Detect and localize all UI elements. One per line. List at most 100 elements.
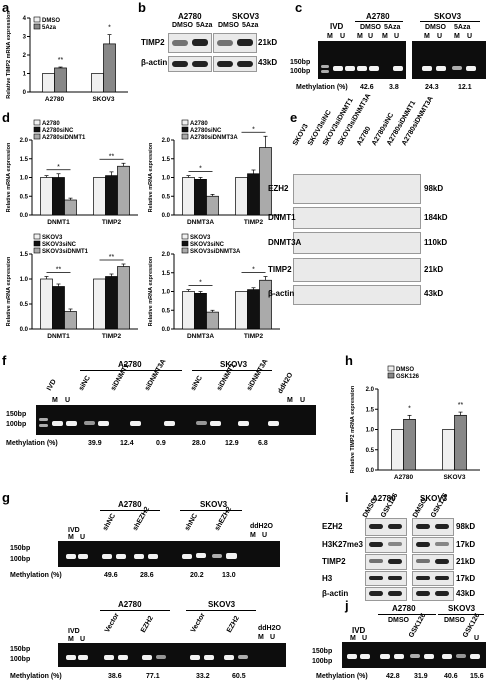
legend-label: A2780: [42, 121, 60, 127]
sig-star: *: [408, 405, 411, 412]
panel-label-f: f: [2, 353, 7, 368]
c-meth-4: 12.1: [458, 84, 472, 91]
f-meth-5: 12.9: [225, 440, 239, 447]
j-bracket-s: [438, 614, 484, 615]
y-tick-label: 2.0: [162, 138, 171, 144]
f-mu-4: U: [300, 397, 306, 404]
y-tick-label: 0.5: [20, 302, 29, 308]
bar: [64, 199, 77, 216]
g-bot-lane-5: EZH2: [225, 614, 241, 634]
sig-star: *: [252, 267, 255, 274]
g-top-ladder-100: 100bp: [10, 556, 31, 563]
i-row-4: H3: [322, 574, 333, 583]
j-meth-3: 40.6: [444, 673, 458, 680]
sig-star: **: [109, 254, 115, 261]
i-blot-h3-s: [412, 571, 454, 586]
g-top-ladder-150: 150bp: [10, 545, 31, 552]
i-row-5: β-actin: [322, 589, 349, 598]
y-tick-label: 2.0: [162, 252, 171, 258]
legend-label: DMSO: [396, 367, 414, 373]
b-row-actin: β-actin: [141, 58, 168, 67]
f-bracket-a2780: [80, 370, 182, 371]
chart-d1: 0.0 0.5 1.0 1.5 2.0 Relative mRNA expression D…: [6, 119, 138, 226]
g-top-group-a2780: A2780: [118, 500, 142, 509]
legend-swatch: [33, 23, 41, 30]
sig-star: *: [108, 25, 111, 32]
y-axis-label: Relative TIMP2 mRNA expression: [6, 11, 12, 99]
bar: [93, 177, 106, 216]
x-tick-label: DNMT1: [47, 219, 70, 226]
y-tick-label: 1.5: [20, 252, 29, 258]
legend-swatch: [181, 119, 189, 126]
y-tick-label: 1.0: [20, 176, 29, 182]
y-tick-label: 0.0: [20, 327, 29, 333]
f-group-skov3: SKOV3: [220, 360, 248, 369]
i-blot-actin-a: [365, 587, 407, 601]
j-mu-2: U: [362, 635, 368, 642]
legend-label: SKOV3siNC: [42, 242, 77, 248]
g-bot-mu-4: U: [270, 634, 276, 641]
f-ladder-100: 100bp: [6, 421, 27, 428]
legend-swatch: [33, 133, 41, 140]
e-lane-5: A2780: [355, 125, 373, 147]
legend-label: SKOV3siDNMT1: [42, 249, 89, 255]
y-tick-label: 3: [23, 35, 27, 41]
sig-star: **: [56, 267, 62, 274]
e-size-3: 110kD: [424, 238, 448, 247]
j-group-a2780: A2780: [392, 604, 416, 613]
b-blot-timp2-s: [213, 33, 257, 53]
c-gel-left: [318, 41, 406, 79]
g-bot-gel: [58, 643, 286, 667]
bar: [103, 43, 116, 93]
e-row-1: EZH2: [268, 184, 289, 193]
e-blot-ezh2: [293, 174, 421, 204]
legend-label: A2780siNC: [190, 128, 222, 134]
f-meth-4: 28.0: [192, 440, 206, 447]
legend-label: SKOV3siDNMT3A: [190, 249, 241, 255]
g-bot-meth-3: 33.2: [196, 673, 210, 680]
g-bot-mu-1: M: [68, 636, 74, 643]
g-top-mu-4: U: [262, 532, 268, 539]
j-ladder-150: 150bp: [312, 648, 333, 655]
panel-label-a: a: [2, 0, 10, 15]
legend-swatch: [181, 133, 189, 140]
bar: [247, 173, 260, 216]
g-top-meth-3: 20.2: [190, 572, 204, 579]
i-blot-h3k-a: [365, 537, 407, 553]
g-top-mu-3: M: [250, 532, 256, 539]
c-mu-10: U: [467, 33, 473, 40]
chart-d3: 0.0 0.5 1.0 1.5 Relative mRNA expression DNMT…: [6, 233, 138, 340]
e-row-3: DNMT3A: [268, 238, 302, 247]
y-tick-label: 0.5: [366, 448, 375, 454]
y-tick-label: 1.0: [366, 428, 375, 434]
x-tick-label: A2780: [394, 474, 414, 481]
g-bot-meth-4: 60.5: [232, 673, 246, 680]
c-bracket-a2780: [355, 21, 403, 22]
y-tick-label: 0: [23, 90, 27, 96]
y-tick-label: 1.5: [366, 407, 375, 413]
y-tick-label: 4: [23, 16, 27, 22]
c-group-skov3: SKOV3: [434, 12, 462, 21]
bar: [54, 67, 67, 93]
i-size-2: 17kD: [456, 540, 476, 549]
j-ladder-100: 100bp: [312, 658, 333, 665]
sig-star: *: [199, 280, 202, 287]
e-blot-timp2: [293, 258, 421, 282]
j-mu-1: M: [350, 635, 356, 642]
c-sub-3: DMSO: [425, 24, 446, 31]
c-sub-2: 5Aza: [384, 24, 401, 31]
legend-swatch: [181, 126, 189, 133]
panel-label-g: g: [2, 490, 10, 505]
e-row-4: TIMP2: [268, 265, 292, 274]
chart-d4: 0.0 0.5 1.0 1.5 2.0 Relative mRNA expression D…: [148, 233, 280, 340]
i-blot-ezh2-s: [412, 518, 454, 536]
g-top-gel: [58, 541, 280, 567]
y-tick-label: 0.5: [20, 194, 29, 200]
bar: [442, 429, 455, 471]
c-bracket-skov3: [420, 21, 480, 22]
c-group-ivd: IVD: [330, 22, 344, 31]
i-lane-3: DMSO: [411, 497, 429, 519]
g-bot-mu-3: M: [258, 634, 264, 641]
e-blot-dnmt1: [293, 207, 421, 229]
y-tick-label: 1.5: [162, 157, 171, 163]
